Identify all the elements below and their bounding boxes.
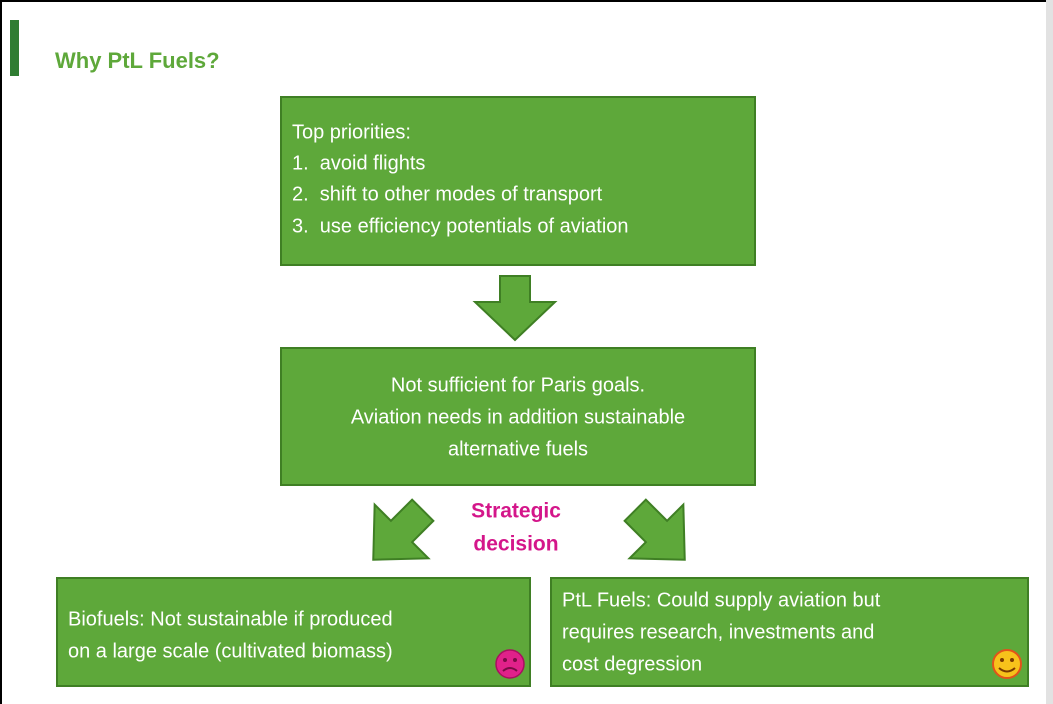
box-text: Aviation needs in addition sustainable bbox=[351, 406, 685, 428]
box bbox=[550, 577, 1029, 687]
box-text: Top priorities: bbox=[292, 121, 411, 143]
box bbox=[56, 577, 531, 687]
box-text: requires research, investments and bbox=[562, 621, 874, 643]
arrow-right bbox=[623, 498, 686, 561]
box-text: on a large scale (cultivated biomass) bbox=[68, 640, 393, 662]
box bbox=[280, 347, 756, 486]
frame-right bbox=[1046, 0, 1053, 704]
box-text: alternative fuels bbox=[448, 438, 588, 460]
decision-text: decision bbox=[473, 533, 558, 556]
box-text: 1. avoid flights bbox=[292, 152, 425, 174]
box bbox=[280, 96, 756, 266]
box-text: 2. shift to other modes of transport bbox=[292, 183, 603, 205]
title: Why PtL Fuels? bbox=[55, 48, 220, 73]
sad-face bbox=[495, 649, 525, 679]
box-text: PtL Fuels: Could supply aviation but bbox=[562, 589, 881, 611]
box-text: Biofuels: Not sustainable if produced bbox=[68, 608, 393, 630]
box-text: cost degression bbox=[562, 653, 702, 675]
arrow-left bbox=[372, 498, 435, 561]
box-text: Not sufficient for Paris goals. bbox=[391, 374, 645, 396]
box-text: 3. use efficiency potentials of aviation bbox=[292, 215, 629, 237]
smile-face bbox=[992, 649, 1022, 679]
arrow-down bbox=[472, 275, 558, 342]
title-accent bbox=[10, 20, 19, 76]
decision-text: Strategic bbox=[471, 500, 561, 523]
